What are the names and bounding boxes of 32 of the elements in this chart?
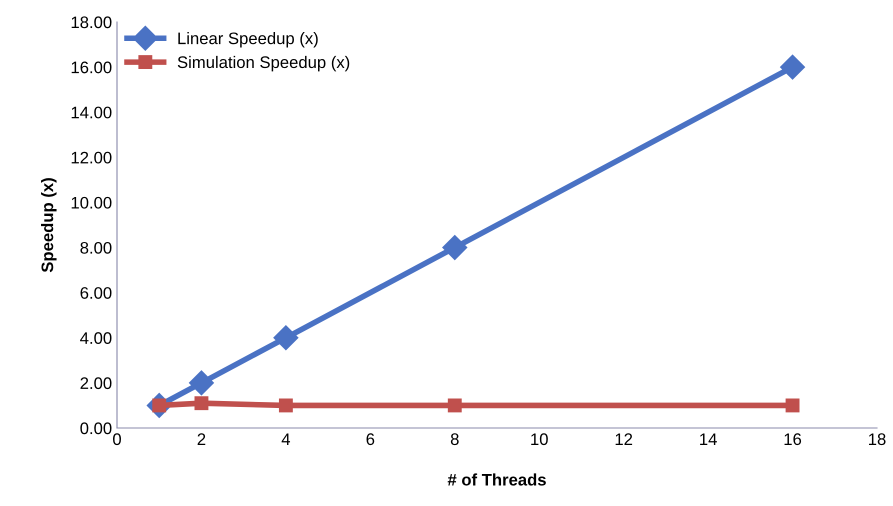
- x-axis-title: # of Threads: [448, 473, 546, 486]
- legend-label: Simulation Speedup (x): [178, 56, 350, 72]
- y-tick-label: 14.00: [72, 106, 112, 118]
- point: [278, 398, 293, 412]
- y-tick-label: 10.00: [72, 196, 112, 209]
- x-tick-label: 10: [531, 433, 548, 446]
- x-tick-label: 16: [784, 433, 802, 446]
- point: [194, 396, 208, 410]
- x-tick-label: 0: [113, 433, 121, 446]
- point: [786, 398, 800, 412]
- y-tick-label: 16.00: [72, 62, 112, 74]
- y-tick-label: 8.00: [80, 242, 112, 254]
- x-tick-label: 14: [700, 433, 717, 445]
- y-tick-label: 18.00: [72, 16, 112, 28]
- y-tick-label: 0.00: [80, 422, 112, 434]
- x-tick-label: 6: [366, 433, 374, 446]
- x-tick-label: 2: [198, 433, 206, 445]
- legend-label: Linear Speedup (x): [178, 32, 318, 48]
- x-tick-label: 4: [282, 433, 290, 445]
- y-axis-title: Speedup (x): [41, 178, 57, 272]
- y-tick-label: 4.00: [80, 332, 112, 344]
- point: [188, 370, 214, 396]
- x-tick-label: 18: [869, 433, 886, 446]
- y-tick-label: 12.00: [72, 152, 112, 164]
- y-tick-label: 2.00: [80, 377, 112, 390]
- point: [448, 398, 462, 412]
- point: [273, 325, 298, 350]
- point: [780, 54, 806, 80]
- y-tick-label: 6.00: [80, 287, 112, 299]
- x-tick-label: 12: [616, 433, 632, 445]
- x-tick-label: 8: [450, 433, 459, 446]
- point: [442, 235, 468, 260]
